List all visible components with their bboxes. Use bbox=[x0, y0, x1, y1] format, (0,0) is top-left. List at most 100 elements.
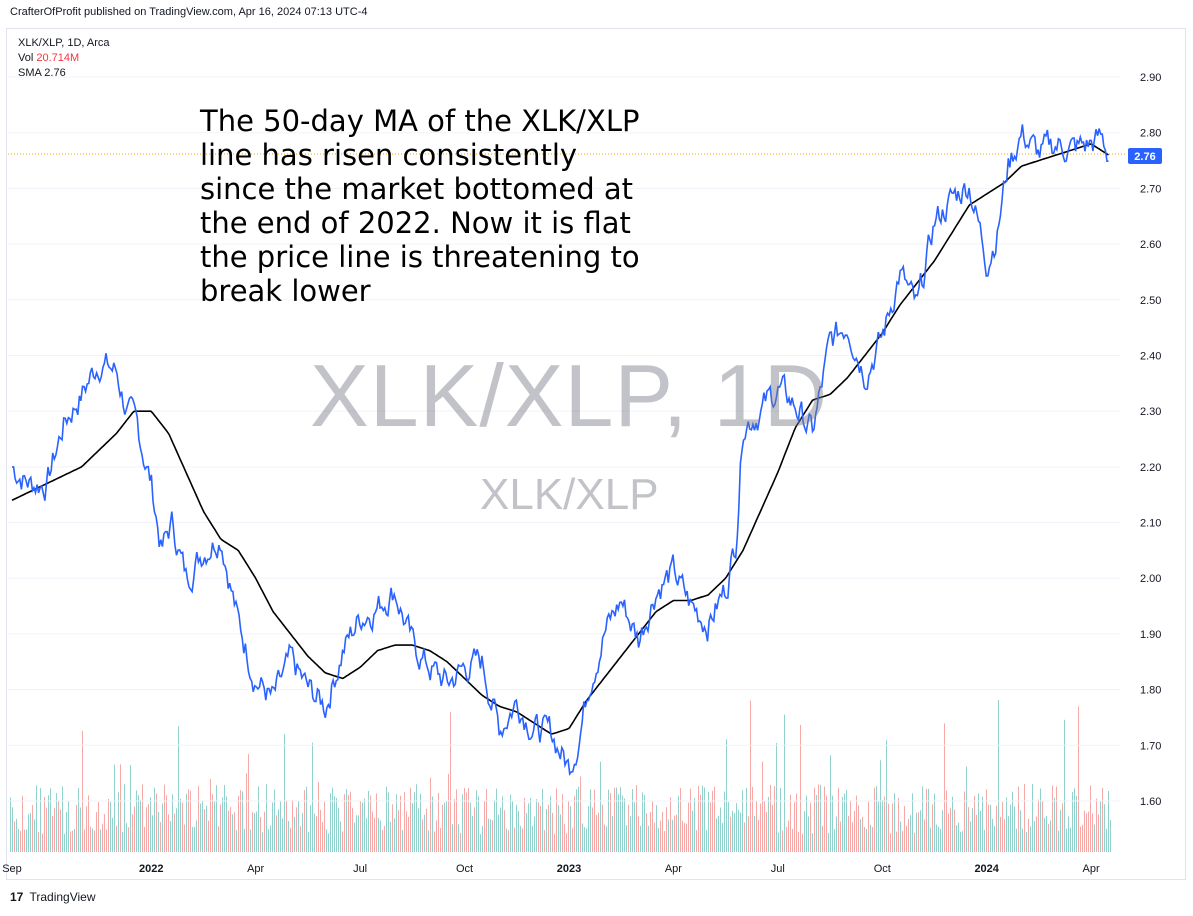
volume-bar bbox=[414, 792, 415, 852]
volume-bar bbox=[14, 821, 15, 852]
volume-bar bbox=[594, 789, 595, 852]
volume-bar bbox=[584, 827, 585, 852]
volume-bar bbox=[700, 794, 701, 852]
volume-bar bbox=[234, 812, 235, 852]
volume-bar bbox=[454, 799, 455, 852]
volume-bar bbox=[864, 827, 865, 852]
volume-bar bbox=[868, 801, 869, 852]
volume-bar bbox=[964, 791, 965, 852]
volume-bar bbox=[800, 724, 801, 852]
volume-bar bbox=[680, 788, 681, 852]
volume-bar bbox=[166, 795, 167, 852]
volume-bar bbox=[1044, 818, 1045, 852]
footer-brand: 17 TradingView bbox=[10, 890, 96, 904]
volume-bar bbox=[988, 804, 989, 852]
volume-bar bbox=[998, 699, 999, 852]
volume-bar bbox=[664, 830, 665, 852]
volume-bar bbox=[258, 786, 259, 852]
volume-bar bbox=[506, 828, 507, 852]
volume-bar bbox=[1058, 830, 1059, 852]
volume-bar bbox=[696, 830, 697, 852]
volume-bar bbox=[942, 810, 943, 852]
volume-bar bbox=[300, 826, 301, 852]
tradingview-logo-icon: 17 bbox=[10, 890, 24, 904]
volume-bar bbox=[218, 826, 219, 852]
volume-bar bbox=[34, 819, 35, 852]
published-by-header: CrafterOfProfit published on TradingView… bbox=[10, 6, 368, 18]
volume-bar bbox=[500, 807, 501, 852]
volume-bar bbox=[80, 807, 81, 852]
volume-bar bbox=[216, 785, 217, 852]
volume-bar bbox=[682, 820, 683, 852]
volume-bar bbox=[1064, 719, 1065, 852]
volume-bar bbox=[388, 792, 389, 852]
x-tick-label: Oct bbox=[456, 863, 473, 875]
volume-bar bbox=[520, 826, 521, 852]
volume-bar bbox=[812, 833, 813, 852]
volume-bar bbox=[484, 801, 485, 852]
volume-bar bbox=[958, 822, 959, 852]
volume-bar bbox=[18, 828, 19, 852]
volume-bar bbox=[232, 814, 233, 852]
volume-bar bbox=[642, 792, 643, 852]
volume-bar bbox=[290, 827, 291, 852]
volume-bar bbox=[746, 788, 747, 852]
volume-bar bbox=[600, 761, 601, 852]
volume-bar bbox=[808, 816, 809, 852]
volume-bar bbox=[288, 820, 289, 852]
volume-bar bbox=[724, 791, 725, 852]
y-tick-label: 2.80 bbox=[1140, 128, 1161, 140]
volume-bar bbox=[464, 787, 465, 852]
volume-bar bbox=[274, 789, 275, 852]
volume-bar bbox=[292, 800, 293, 852]
volume-bar bbox=[580, 776, 581, 852]
volume-bar bbox=[74, 828, 75, 852]
volume-bar bbox=[618, 794, 619, 852]
volume-bar bbox=[860, 819, 861, 852]
volume-bar bbox=[362, 802, 363, 852]
volume-bar bbox=[890, 833, 891, 852]
y-tick-label: 2.20 bbox=[1140, 462, 1161, 474]
volume-bar bbox=[846, 790, 847, 852]
volume-bar bbox=[346, 789, 347, 852]
volume-bar bbox=[1016, 828, 1017, 852]
volume-bar bbox=[744, 822, 745, 852]
volume-bar bbox=[364, 798, 365, 852]
volume-bar bbox=[516, 804, 517, 852]
volume-bar bbox=[402, 830, 403, 852]
volume-bar bbox=[698, 786, 699, 852]
volume-bar bbox=[842, 797, 843, 852]
volume-bar bbox=[42, 833, 43, 852]
volume-bar bbox=[888, 803, 889, 852]
volume-bar bbox=[798, 832, 799, 852]
volume-bar bbox=[280, 800, 281, 852]
volume-bar bbox=[372, 811, 373, 852]
legend-vol-value: 20.714M bbox=[36, 52, 80, 64]
volume-bar bbox=[1038, 799, 1039, 852]
price-line bbox=[11, 124, 1109, 776]
volume-bar bbox=[252, 812, 253, 852]
volume-bar bbox=[524, 797, 525, 852]
volume-bar bbox=[992, 818, 993, 852]
volume-bar bbox=[390, 821, 391, 852]
y-tick-label: 1.60 bbox=[1140, 796, 1161, 808]
volume-bar bbox=[334, 796, 335, 852]
volume-bar bbox=[16, 818, 17, 852]
volume-bar bbox=[158, 811, 159, 852]
volume-bar bbox=[310, 805, 311, 852]
volume-bar bbox=[228, 810, 229, 852]
volume-bar bbox=[948, 813, 949, 852]
volume-bar bbox=[430, 777, 431, 852]
y-tick-label: 2.50 bbox=[1140, 295, 1161, 307]
volume-bar bbox=[156, 793, 157, 852]
volume-bar bbox=[256, 811, 257, 852]
volume-bar bbox=[1014, 806, 1015, 852]
volume-bar bbox=[748, 816, 749, 852]
volume-bar bbox=[122, 831, 123, 852]
volume-bar bbox=[1072, 792, 1073, 852]
volume-bar bbox=[194, 827, 195, 852]
volume-bar bbox=[706, 829, 707, 852]
volume-bar bbox=[636, 785, 637, 852]
volume-bar bbox=[360, 801, 361, 852]
